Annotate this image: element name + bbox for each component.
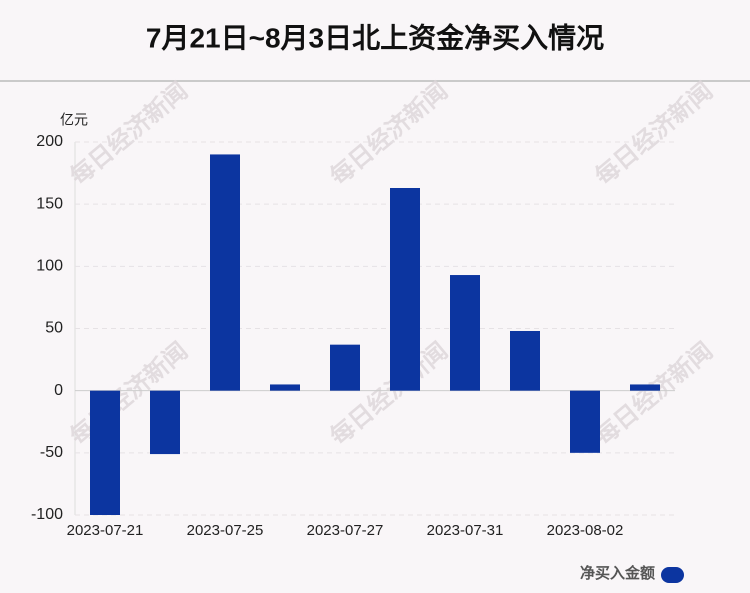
y-tick-label: -100 [31,506,63,523]
bar [510,330,540,391]
x-tick-label: 2023-07-21 [67,522,144,539]
y-axis-label: 亿元 [60,112,88,128]
y-tick-label: 150 [36,195,63,212]
y-tick-label: 100 [36,258,63,275]
bar [330,344,360,391]
x-tick-label: 2023-07-25 [187,522,264,539]
x-tick-label: 2023-07-27 [307,522,384,539]
bar [90,390,120,515]
x-tick-label: 2023-07-31 [427,522,504,539]
legend-label: 净买入金额 [580,564,655,582]
bar [150,390,180,455]
chart-title: 7月21日~8月3日北上资金净买入情况 [146,21,604,53]
bar [630,384,660,391]
bar [270,384,300,391]
x-tick-label: 2023-08-02 [547,522,624,539]
y-tick-label: 200 [36,133,63,150]
y-tick-label: -50 [40,444,63,461]
y-tick-label: 0 [54,382,63,399]
y-tick-label: 50 [45,320,63,337]
bar [390,188,420,391]
bar [210,154,240,391]
bar [570,390,600,453]
bar [450,275,480,391]
legend-swatch [661,567,684,583]
